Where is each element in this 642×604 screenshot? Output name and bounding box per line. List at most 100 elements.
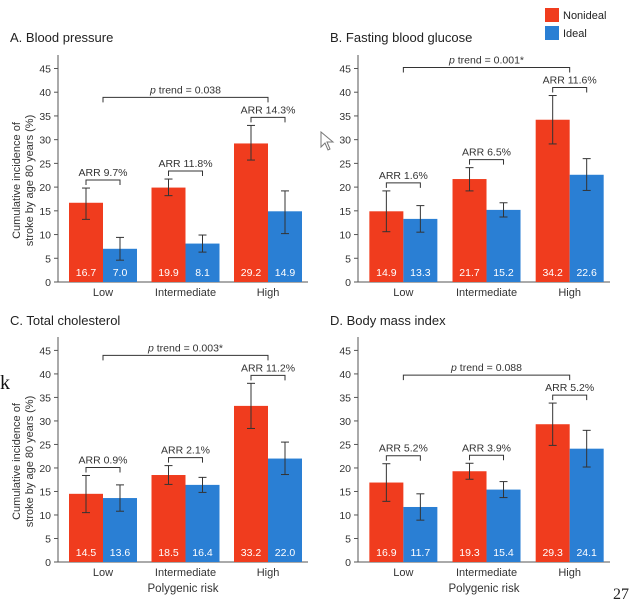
bar-value-label: 15.4 xyxy=(493,547,514,559)
ptrend-label: p trend = 0.088 xyxy=(450,362,522,374)
bar-value-label: 13.3 xyxy=(410,267,431,279)
arr-label: ARR 2.1% xyxy=(161,445,210,457)
arr-label: ARR 6.5% xyxy=(462,147,511,159)
y-tick-label: 40 xyxy=(339,369,351,381)
bar-value-label: 15.2 xyxy=(493,267,514,279)
arr-bracket xyxy=(385,182,421,188)
y-tick-label: 25 xyxy=(39,158,51,170)
bar-value-label: 29.3 xyxy=(542,547,563,559)
y-tick-label: 35 xyxy=(39,392,51,404)
bar-nonideal xyxy=(151,187,186,282)
y-axis-label-line1: Cumulative incidence of xyxy=(11,121,23,239)
ptrend-value: trend = 0.038 xyxy=(156,84,221,96)
x-tick-label: Intermediate xyxy=(456,567,517,579)
arr-bracket xyxy=(385,455,421,461)
x-tick-label: Intermediate xyxy=(456,287,517,299)
bar-nonideal xyxy=(234,143,268,282)
arr-label: ARR 14.3% xyxy=(241,104,296,116)
y-axis-label-line2: stroke by age 80 years (%) xyxy=(24,115,36,246)
y-tick-label: 40 xyxy=(39,369,51,381)
ptrend-bracket xyxy=(402,67,571,73)
y-tick-label: 20 xyxy=(339,182,351,194)
bar-value-label: 22.6 xyxy=(576,267,597,279)
x-tick-label: Low xyxy=(393,567,413,579)
ptrend-p: p xyxy=(448,55,455,67)
bar-value-label: 33.2 xyxy=(241,547,262,559)
x-tick-label: Low xyxy=(393,287,413,299)
arr-bracket xyxy=(250,116,286,123)
bar-ideal xyxy=(268,458,302,562)
y-tick-label: 10 xyxy=(339,510,351,522)
y-tick-label: 40 xyxy=(339,87,351,99)
ptrend-value: trend = 0.088 xyxy=(457,362,522,374)
ptrend-bracket xyxy=(102,354,269,361)
x-tick-label: High xyxy=(558,567,581,579)
ptrend-value: trend = 0.003* xyxy=(154,342,223,354)
y-axis-label-line2: stroke by age 80 years (%) xyxy=(24,396,36,527)
y-axis-label-line1: Cumulative incidence of xyxy=(11,402,23,520)
bar-value-label: 14.9 xyxy=(376,267,397,279)
arr-bracket xyxy=(85,466,121,473)
x-tick-label: High xyxy=(257,567,280,579)
bar-value-label: 16.7 xyxy=(76,267,97,279)
bar-nonideal xyxy=(452,471,487,562)
arr-bracket xyxy=(250,374,286,381)
bar-value-label: 11.7 xyxy=(411,547,431,559)
x-tick-label: High xyxy=(257,287,280,299)
y-tick-label: 45 xyxy=(39,63,51,75)
legend-label: Ideal xyxy=(563,28,587,40)
y-tick-label: 20 xyxy=(39,463,51,475)
bar-ideal xyxy=(569,448,604,562)
y-tick-label: 40 xyxy=(39,87,51,99)
x-tick-label: Intermediate xyxy=(155,287,216,299)
arr-label: ARR 11.6% xyxy=(543,75,597,87)
ptrend-label: p trend = 0.001* xyxy=(448,55,524,67)
arr-label: ARR 0.9% xyxy=(78,454,127,466)
arr-label: ARR 11.2% xyxy=(241,362,295,374)
y-tick-label: 10 xyxy=(339,230,351,242)
arr-label: ARR 11.8% xyxy=(158,158,212,170)
bar-ideal xyxy=(486,209,521,282)
y-tick-label: 30 xyxy=(39,416,51,428)
legend-label: Nonideal xyxy=(563,10,606,22)
y-tick-label: 45 xyxy=(339,345,351,357)
bar-value-label: 19.9 xyxy=(158,267,179,279)
arr-bracket xyxy=(469,454,505,461)
y-tick-label: 0 xyxy=(345,557,351,569)
ptrend-bracket xyxy=(402,374,571,381)
arr-label: ARR 5.2% xyxy=(545,382,594,394)
y-tick-label: 30 xyxy=(39,135,51,147)
ptrend-bracket xyxy=(102,96,269,103)
ptrend-value: trend = 0.001* xyxy=(455,55,524,67)
bar-value-label: 14.9 xyxy=(275,267,296,279)
y-tick-label: 5 xyxy=(45,533,51,545)
slide-number: 27 xyxy=(613,586,629,603)
legend-swatch-nonideal xyxy=(545,8,559,22)
legend-swatch-ideal xyxy=(545,26,559,40)
y-tick-label: 0 xyxy=(45,557,51,569)
y-tick-label: 15 xyxy=(339,486,351,498)
bar-value-label: 16.9 xyxy=(376,547,397,559)
bar-value-label: 14.5 xyxy=(76,547,97,559)
bar-ideal xyxy=(569,174,604,282)
ptrend-p: p xyxy=(149,84,156,96)
arr-bracket xyxy=(552,394,588,401)
x-axis-label: Polygenic risk xyxy=(148,583,219,595)
x-tick-label: Low xyxy=(93,567,113,579)
bar-value-label: 18.5 xyxy=(158,547,179,559)
y-tick-label: 45 xyxy=(339,63,351,75)
y-tick-label: 35 xyxy=(339,392,351,404)
x-axis-label: Polygenic risk xyxy=(449,583,520,595)
y-tick-label: 10 xyxy=(39,230,51,242)
y-tick-label: 20 xyxy=(339,463,351,475)
arr-bracket xyxy=(168,170,203,177)
arr-label: ARR 1.6% xyxy=(379,170,428,182)
bar-nonideal xyxy=(234,405,268,562)
bar-value-label: 13.6 xyxy=(110,547,131,559)
bar-nonideal xyxy=(151,475,186,562)
y-tick-label: 25 xyxy=(339,439,351,451)
bar-value-label: 21.7 xyxy=(459,267,480,279)
bar-ideal xyxy=(486,489,521,562)
y-tick-label: 30 xyxy=(339,416,351,428)
y-tick-label: 15 xyxy=(39,206,51,218)
